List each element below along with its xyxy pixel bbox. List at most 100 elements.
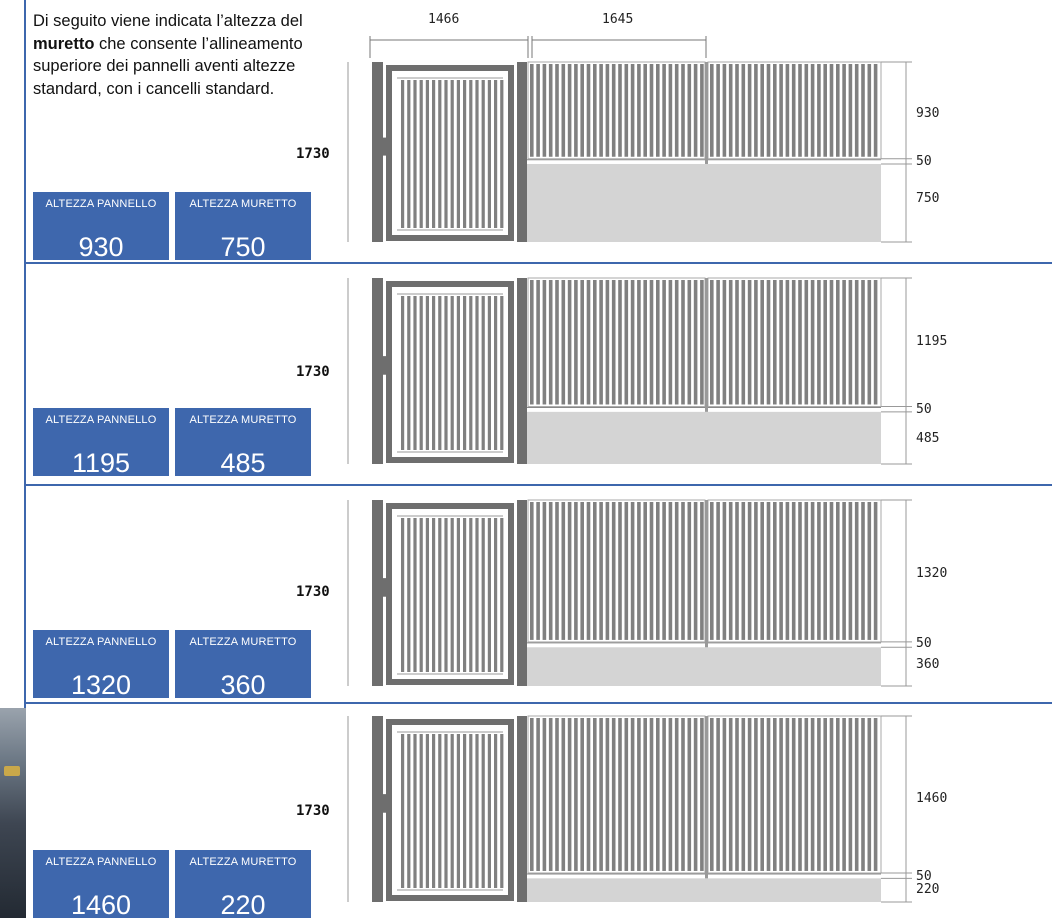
fence-slat bbox=[630, 718, 635, 871]
left-post bbox=[372, 62, 383, 242]
fence-slat bbox=[580, 280, 584, 405]
fence-slat bbox=[829, 64, 834, 157]
intro-part1: Di seguito viene indicata l’altezza del bbox=[33, 12, 303, 30]
fence-slat bbox=[817, 280, 821, 405]
fence-drawing bbox=[347, 715, 912, 903]
fence-slat bbox=[662, 502, 666, 640]
gate-slat bbox=[425, 734, 429, 888]
gate-slat bbox=[438, 296, 442, 450]
fence-slat bbox=[804, 718, 809, 871]
fence-slat bbox=[766, 64, 771, 157]
fence-slat bbox=[848, 64, 853, 157]
fence-slat bbox=[716, 280, 720, 405]
panel-height-box: ALTEZZA PANNELLO 1320 bbox=[33, 630, 169, 700]
panel-height-label: ALTEZZA PANNELLO bbox=[45, 636, 157, 648]
gate-slat bbox=[456, 296, 460, 450]
fence-slat bbox=[605, 718, 610, 871]
fence-slat bbox=[637, 502, 641, 640]
fence-slat bbox=[536, 718, 540, 871]
gate-slat bbox=[419, 80, 423, 228]
wall-height-value: 360 bbox=[220, 670, 266, 700]
gate-frame bbox=[386, 503, 514, 685]
fence-slat bbox=[693, 718, 698, 871]
fence-slat bbox=[649, 64, 654, 157]
fence-slat bbox=[779, 280, 783, 405]
total-height-label: 1730 bbox=[296, 146, 330, 162]
panel-divider-post bbox=[705, 278, 708, 412]
fence-slat bbox=[779, 64, 783, 157]
gate-slat bbox=[413, 296, 417, 450]
fence-slat bbox=[561, 718, 566, 871]
fence-slat bbox=[580, 502, 584, 640]
gate-slat bbox=[481, 518, 485, 672]
fence-slat bbox=[710, 280, 714, 405]
fence-slat bbox=[687, 64, 692, 157]
fence-slat bbox=[624, 502, 629, 640]
fence-slat bbox=[710, 718, 714, 871]
panel-height-value: 930 bbox=[78, 232, 124, 262]
fence-slat bbox=[861, 64, 865, 157]
fence-slat bbox=[611, 280, 616, 405]
fence-slat bbox=[548, 718, 553, 871]
gate-slat bbox=[432, 296, 436, 450]
fence-slat bbox=[599, 280, 603, 405]
fence-slat bbox=[722, 502, 727, 640]
fence-slat bbox=[599, 718, 603, 871]
wall-height-box: ALTEZZA MURETTO 750 bbox=[175, 192, 311, 262]
gate-slat bbox=[438, 80, 442, 228]
fence-slat bbox=[593, 280, 597, 405]
fence-slat bbox=[624, 718, 629, 871]
wall-height-label: ALTEZZA MURETTO bbox=[189, 636, 297, 648]
fence-slat bbox=[747, 64, 752, 157]
gate-slat bbox=[463, 296, 467, 450]
gate-slat bbox=[494, 80, 498, 228]
fence-slat bbox=[542, 64, 547, 157]
fence-slat bbox=[710, 502, 714, 640]
wall-dimension-label: 220 bbox=[916, 882, 940, 897]
gate-frame bbox=[386, 719, 514, 901]
fence-slat bbox=[728, 502, 733, 640]
fence-slat bbox=[766, 280, 771, 405]
joint-dimension-label: 50 bbox=[916, 154, 932, 169]
fence-slat bbox=[687, 280, 692, 405]
gate-slat bbox=[413, 80, 417, 228]
panel-height-value: 1195 bbox=[71, 448, 131, 478]
fence-slat bbox=[536, 280, 540, 405]
fence-slat bbox=[810, 502, 815, 640]
wall-height-label: ALTEZZA MURETTO bbox=[189, 414, 297, 426]
fence-slat bbox=[804, 280, 809, 405]
fence-slat bbox=[593, 718, 597, 871]
gate-slat bbox=[401, 518, 405, 672]
fence-slat bbox=[542, 280, 547, 405]
panel-height-label: ALTEZZA PANNELLO bbox=[45, 198, 157, 210]
fence-slat bbox=[580, 718, 584, 871]
fence-slat bbox=[773, 502, 777, 640]
gate-slat bbox=[500, 518, 504, 672]
fence-slat bbox=[867, 64, 872, 157]
fence-drawing bbox=[347, 277, 912, 465]
intro-part2: che consente l’allineamento superiore de… bbox=[33, 34, 303, 98]
total-height-label: 1730 bbox=[296, 803, 330, 819]
joint-dimension-label: 50 bbox=[916, 869, 932, 884]
wall-height-box: ALTEZZA MURETTO 360 bbox=[175, 630, 311, 700]
gate-slat bbox=[444, 80, 448, 228]
fence-slat bbox=[574, 64, 578, 157]
fence-slat bbox=[823, 280, 827, 405]
fence-slat bbox=[674, 718, 679, 871]
fence-slat bbox=[656, 280, 660, 405]
fence-slat bbox=[710, 64, 714, 157]
section-4: ALTEZZA PANNELLO 1460 ALTEZZA MURETTO 22… bbox=[26, 704, 1052, 918]
fence-slat bbox=[630, 64, 635, 157]
gate-slat bbox=[463, 734, 467, 888]
fence-slat bbox=[611, 718, 616, 871]
fence-slat bbox=[798, 718, 802, 871]
fence-slat bbox=[760, 718, 764, 871]
fence-slat bbox=[681, 280, 685, 405]
fence-slat bbox=[741, 718, 746, 871]
gate-slat bbox=[425, 518, 429, 672]
section-divider bbox=[26, 484, 1052, 486]
fence-slat bbox=[530, 280, 534, 405]
fence-slat bbox=[817, 502, 821, 640]
panel-height-value: 1320 bbox=[70, 670, 132, 700]
fence-slat bbox=[574, 280, 578, 405]
